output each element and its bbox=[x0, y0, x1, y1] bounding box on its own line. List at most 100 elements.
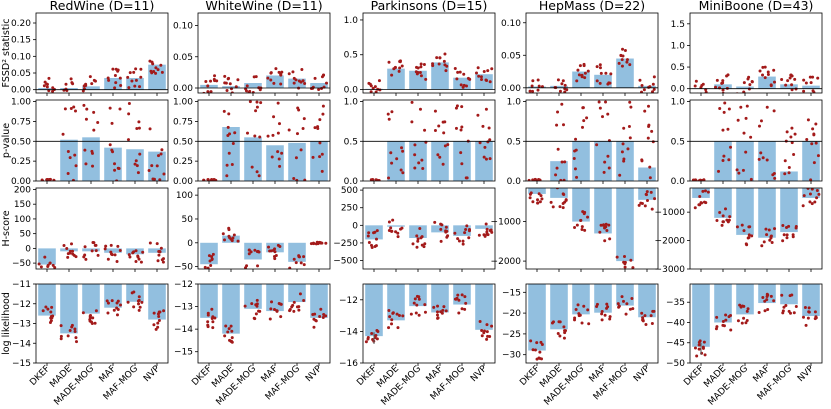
data-point bbox=[106, 257, 110, 261]
data-point bbox=[141, 250, 145, 254]
data-point bbox=[721, 319, 725, 323]
data-point bbox=[139, 75, 143, 79]
data-point bbox=[717, 169, 721, 173]
data-point bbox=[704, 90, 708, 93]
data-point bbox=[811, 75, 815, 79]
data-point bbox=[388, 315, 392, 319]
data-point bbox=[607, 166, 611, 170]
data-point bbox=[318, 155, 322, 159]
data-point bbox=[320, 152, 324, 156]
data-point bbox=[227, 112, 231, 116]
data-point bbox=[74, 164, 78, 168]
data-point bbox=[255, 304, 259, 308]
y-tick-label: 0.00 bbox=[11, 177, 31, 187]
bar bbox=[38, 284, 56, 316]
data-point bbox=[423, 310, 427, 314]
bar bbox=[82, 86, 100, 90]
y-tick-label: 0.00 bbox=[173, 84, 193, 94]
data-point bbox=[539, 340, 543, 344]
data-point bbox=[527, 178, 531, 181]
data-point bbox=[276, 101, 280, 105]
data-point bbox=[115, 301, 119, 305]
data-point bbox=[599, 223, 603, 227]
data-point bbox=[148, 127, 152, 131]
data-point bbox=[628, 136, 632, 140]
data-point bbox=[157, 250, 161, 254]
data-point bbox=[563, 160, 567, 164]
data-point bbox=[71, 249, 75, 253]
data-point bbox=[579, 218, 583, 222]
data-point bbox=[651, 140, 655, 144]
data-point bbox=[650, 129, 654, 133]
data-point bbox=[394, 230, 398, 234]
y-tick-label: −250 bbox=[333, 239, 358, 249]
data-point bbox=[433, 109, 437, 113]
data-point bbox=[623, 48, 627, 52]
y-tick-label: −50 bbox=[12, 259, 31, 269]
bar bbox=[387, 284, 405, 321]
data-point bbox=[645, 190, 649, 194]
y-tick-label: −1000 bbox=[491, 218, 522, 228]
data-point bbox=[313, 126, 317, 130]
data-point bbox=[726, 127, 730, 131]
data-point bbox=[463, 231, 467, 235]
data-point bbox=[62, 243, 66, 247]
data-point bbox=[481, 124, 485, 128]
y-tick-label: −14 bbox=[174, 325, 193, 335]
data-point bbox=[157, 310, 161, 314]
data-point bbox=[651, 90, 654, 93]
data-point bbox=[398, 66, 402, 70]
data-point bbox=[536, 201, 540, 205]
bar bbox=[550, 284, 568, 330]
data-point bbox=[59, 324, 63, 328]
data-point bbox=[277, 122, 281, 126]
data-point bbox=[421, 166, 425, 170]
y-tick-label: 250 bbox=[341, 204, 358, 214]
data-point bbox=[396, 235, 400, 239]
data-point bbox=[206, 311, 210, 315]
data-point bbox=[443, 52, 447, 56]
data-point bbox=[156, 325, 160, 329]
panel-frame bbox=[525, 12, 659, 94]
bar bbox=[780, 284, 798, 305]
y-tick-label: −2000 bbox=[491, 257, 522, 267]
panel: −3000 −2000 −1000 bbox=[655, 187, 823, 275]
data-point bbox=[387, 228, 391, 232]
data-point bbox=[746, 236, 750, 240]
data-point bbox=[324, 81, 328, 85]
data-point bbox=[41, 96, 44, 99]
data-point bbox=[558, 205, 562, 209]
data-point bbox=[761, 156, 765, 160]
data-point bbox=[538, 356, 542, 360]
data-point bbox=[230, 329, 234, 333]
data-point bbox=[71, 178, 75, 181]
data-point bbox=[574, 308, 578, 312]
data-point bbox=[157, 253, 161, 257]
data-point bbox=[66, 252, 70, 256]
data-point bbox=[790, 141, 794, 145]
data-point bbox=[477, 233, 481, 237]
data-point bbox=[724, 207, 728, 211]
data-point bbox=[212, 271, 215, 274]
data-point bbox=[110, 252, 114, 256]
data-point bbox=[461, 239, 465, 243]
bar bbox=[288, 78, 306, 88]
data-point bbox=[531, 348, 535, 352]
bar bbox=[802, 284, 820, 317]
column-title: Parkinsons (D=15) bbox=[371, 0, 488, 13]
y-tick-label: −13 bbox=[12, 320, 31, 330]
bar bbox=[38, 248, 56, 265]
y-tick-label: −12 bbox=[174, 280, 193, 290]
data-point bbox=[793, 132, 797, 136]
data-point bbox=[537, 95, 540, 98]
data-point bbox=[714, 85, 718, 89]
data-point bbox=[460, 125, 464, 129]
data-point bbox=[255, 302, 259, 306]
data-point bbox=[697, 347, 701, 351]
data-point bbox=[626, 147, 630, 151]
data-point bbox=[766, 73, 770, 77]
bar bbox=[714, 284, 732, 323]
data-point bbox=[90, 149, 94, 153]
data-point bbox=[297, 79, 301, 83]
data-point bbox=[758, 69, 762, 73]
